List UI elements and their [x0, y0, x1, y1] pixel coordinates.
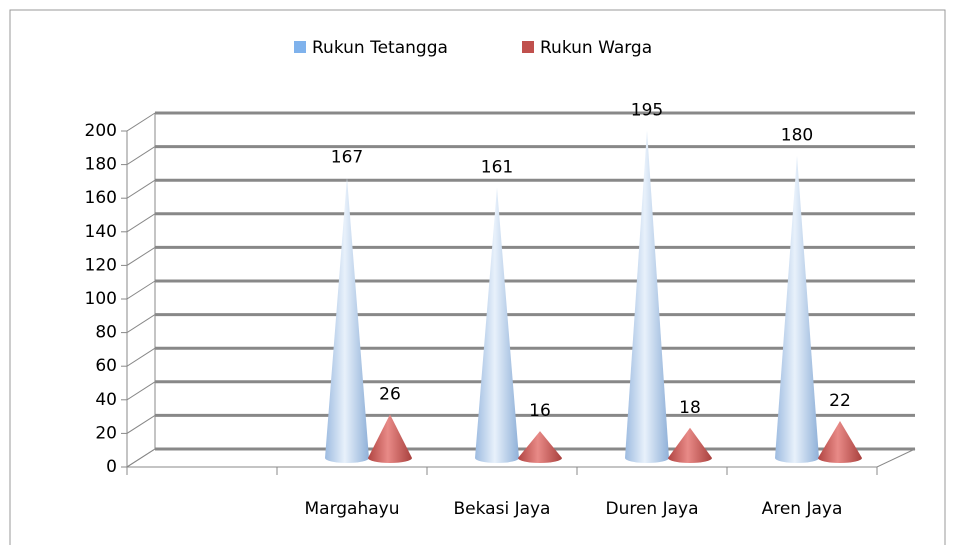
y-tick-label: 120: [85, 255, 117, 275]
x-tick-label: Aren Jaya: [762, 499, 843, 519]
value-label: 18: [679, 398, 701, 418]
grid-diagonal: [126, 112, 156, 132]
x-tick-label: Bekasi Jaya: [454, 499, 551, 519]
value-label: 22: [829, 391, 851, 411]
cone: [775, 155, 819, 463]
cone: [475, 187, 519, 463]
y-tick-label: 160: [85, 188, 117, 208]
grid-diagonal: [126, 179, 156, 199]
grid-diagonal: [126, 146, 156, 166]
frame: [9, 9, 946, 545]
cone: [625, 130, 669, 463]
grid-diagonal: [126, 448, 156, 468]
grid-diagonal: [126, 414, 156, 434]
y-tick-label: 180: [85, 155, 117, 175]
grid-diagonal: [126, 347, 156, 367]
legend-label: Rukun Warga: [540, 38, 652, 58]
x-tick-label: Margahayu: [304, 499, 399, 519]
y-tick-label: 20: [95, 423, 117, 443]
y-tick-label: 60: [95, 356, 117, 376]
cone: [518, 431, 562, 463]
value-label: 26: [379, 384, 401, 404]
cone: [668, 427, 712, 463]
legend-swatch: [294, 41, 306, 53]
value-label: 16: [529, 401, 551, 421]
cone: [818, 421, 862, 463]
value-label: 161: [481, 158, 513, 178]
cone: [368, 414, 412, 463]
y-tick-label: 200: [85, 121, 117, 141]
x-tick-label: Duren Jaya: [605, 499, 698, 519]
grid-diagonal: [126, 246, 156, 266]
y-tick-label: 100: [85, 289, 117, 309]
y-tick-label: 80: [95, 323, 117, 343]
grid-diagonal: [126, 213, 156, 233]
grid-diagonal: [126, 381, 156, 401]
cone: [325, 177, 369, 463]
y-tick-label: 140: [85, 222, 117, 242]
legend-swatch: [522, 41, 534, 53]
y-tick-label: 0: [106, 457, 117, 477]
value-label: 180: [781, 126, 813, 146]
legend-label: Rukun Tetangga: [312, 38, 448, 58]
grid-diagonal: [126, 280, 156, 300]
grid-diagonal: [126, 314, 156, 334]
y-tick-label: 40: [95, 390, 117, 410]
value-label: 167: [331, 147, 363, 167]
value-label: 195: [631, 100, 663, 120]
